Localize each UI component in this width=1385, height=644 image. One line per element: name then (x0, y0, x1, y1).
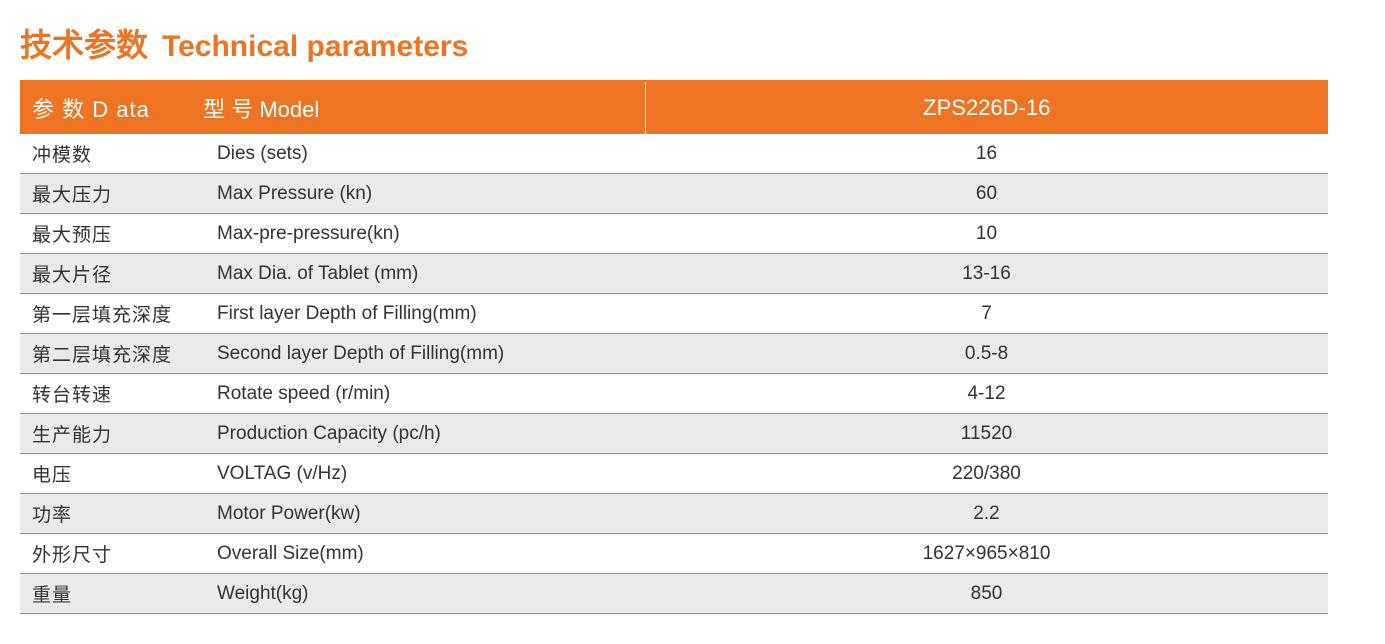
row-label-en: VOLTAG (v/Hz) (205, 454, 645, 494)
table-row: 功率Motor Power(kw)2.2 (20, 494, 1328, 534)
table-header-row: 参 数 D ata 型 号 Model ZPS226D-16 (20, 81, 1328, 134)
row-label-en: Motor Power(kw) (205, 494, 645, 534)
row-label-en: Max Pressure (kn) (205, 174, 645, 214)
row-label-en: Dies (sets) (205, 134, 645, 174)
row-label-cn: 第二层填充深度 (20, 334, 205, 374)
row-label-en: Weight(kg) (205, 574, 645, 614)
title-chinese: 技术参数 (20, 20, 148, 66)
table-row: 外形尺寸Overall Size(mm)1627×965×810 (20, 534, 1328, 574)
row-value: 0.5-8 (645, 334, 1328, 374)
table-row: 第一层填充深度First layer Depth of Filling(mm)7 (20, 294, 1328, 334)
row-value: 11520 (645, 414, 1328, 454)
title-english: Technical parameters (162, 30, 468, 64)
table-body: 冲模数Dies (sets)16最大压力Max Pressure (kn)60最… (20, 134, 1328, 614)
row-value: 60 (645, 174, 1328, 214)
spec-table: 参 数 D ata 型 号 Model ZPS226D-16 冲模数Dies (… (20, 80, 1328, 614)
row-label-cn: 重量 (20, 574, 205, 614)
header-model-label: 型 号 Model (203, 97, 319, 122)
header-data-model-cell: 参 数 D ata 型 号 Model (20, 81, 645, 134)
row-label-cn: 最大压力 (20, 174, 205, 214)
row-label-cn: 功率 (20, 494, 205, 534)
row-label-cn: 生产能力 (20, 414, 205, 454)
header-data-label: 参 数 D ata (32, 92, 197, 124)
row-value: 220/380 (645, 454, 1328, 494)
row-label-cn: 转台转速 (20, 374, 205, 414)
row-label-en: Max Dia. of Tablet (mm) (205, 254, 645, 294)
row-value: 850 (645, 574, 1328, 614)
row-value: 16 (645, 134, 1328, 174)
table-row: 电压VOLTAG (v/Hz)220/380 (20, 454, 1328, 494)
header-model-value: ZPS226D-16 (645, 81, 1328, 134)
row-label-cn: 冲模数 (20, 134, 205, 174)
row-label-cn: 最大片径 (20, 254, 205, 294)
row-label-cn: 最大预压 (20, 214, 205, 254)
row-value: 10 (645, 214, 1328, 254)
row-label-en: Production Capacity (pc/h) (205, 414, 645, 454)
table-row: 转台转速Rotate speed (r/min)4-12 (20, 374, 1328, 414)
table-row: 生产能力Production Capacity (pc/h)11520 (20, 414, 1328, 454)
row-value: 13-16 (645, 254, 1328, 294)
table-row: 最大压力Max Pressure (kn)60 (20, 174, 1328, 214)
table-row: 重量Weight(kg)850 (20, 574, 1328, 614)
title-row: 技术参数 Technical parameters (20, 20, 1365, 66)
row-label-cn: 第一层填充深度 (20, 294, 205, 334)
table-row: 最大预压Max-pre-pressure(kn)10 (20, 214, 1328, 254)
row-label-cn: 外形尺寸 (20, 534, 205, 574)
row-value: 2.2 (645, 494, 1328, 534)
row-label-en: First layer Depth of Filling(mm) (205, 294, 645, 334)
table-row: 第二层填充深度Second layer Depth of Filling(mm)… (20, 334, 1328, 374)
row-label-cn: 电压 (20, 454, 205, 494)
table-row: 最大片径Max Dia. of Tablet (mm)13-16 (20, 254, 1328, 294)
row-label-en: Max-pre-pressure(kn) (205, 214, 645, 254)
row-value: 7 (645, 294, 1328, 334)
row-label-en: Rotate speed (r/min) (205, 374, 645, 414)
table-row: 冲模数Dies (sets)16 (20, 134, 1328, 174)
row-label-en: Second layer Depth of Filling(mm) (205, 334, 645, 374)
row-value: 4-12 (645, 374, 1328, 414)
row-label-en: Overall Size(mm) (205, 534, 645, 574)
row-value: 1627×965×810 (645, 534, 1328, 574)
